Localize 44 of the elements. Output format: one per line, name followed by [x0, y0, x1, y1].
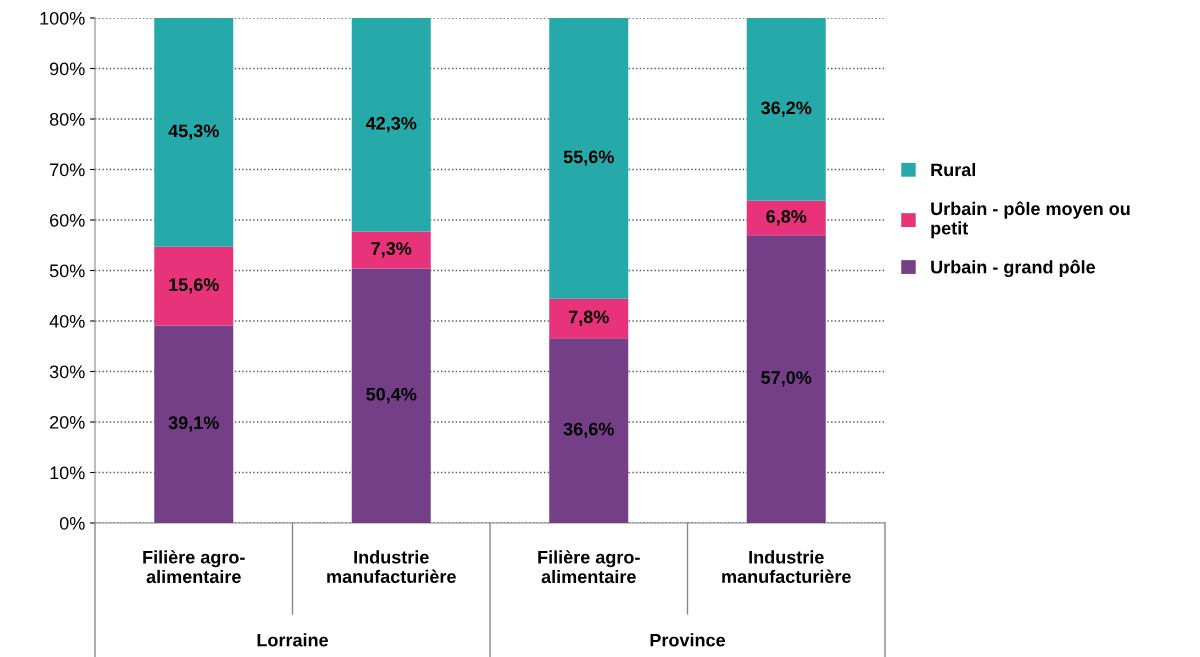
- text: Lorraine: [257, 633, 329, 647]
- y-tick-label: 0%: [59, 516, 85, 530]
- y-tick-label: 90%: [49, 62, 85, 76]
- x-tick-label: Filière agro- alimentaire: [143, 550, 245, 584]
- bar: [351, 18, 431, 232]
- data-label: 15,6%: [169, 278, 219, 294]
- bar: [154, 325, 234, 523]
- data-label: 50,4%: [366, 387, 417, 404]
- data-label: 36,2%: [761, 101, 812, 117]
- y-tick-label: 30%: [49, 365, 85, 379]
- x-tick-label: Filière agro- alimentaire: [538, 550, 640, 584]
- y-tick-label: 80%: [49, 112, 85, 126]
- data-label: 7,3%: [371, 242, 412, 258]
- bar: [154, 246, 234, 326]
- bar: [746, 200, 826, 236]
- legend-label: Rural: [931, 162, 976, 177]
- data-label: 39,1%: [168, 416, 219, 432]
- text: Province: [650, 633, 726, 647]
- y-tick-label: 10%: [50, 466, 85, 480]
- data-label: 45,3%: [168, 124, 219, 140]
- y-tick-label: 100%: [40, 11, 85, 25]
- bar: [154, 18, 234, 247]
- bar: [549, 338, 629, 523]
- y-tick-label: 70%: [50, 163, 85, 177]
- y-tick-label: 40%: [49, 314, 85, 328]
- legend-label: Urbain - pôle moyen ou petit: [931, 201, 1130, 239]
- y-tick-label: 20%: [50, 415, 85, 429]
- bar: [549, 298, 629, 339]
- data-label: 57,0%: [761, 371, 812, 387]
- bar: [549, 18, 629, 299]
- data-label: 36,6%: [563, 422, 614, 439]
- y-tick-label: 50%: [49, 264, 85, 278]
- bar: [746, 235, 826, 523]
- legend-label: Urbain - grand pôle: [931, 259, 1096, 278]
- bar: [746, 18, 826, 201]
- bar: [351, 231, 431, 269]
- x-tick-label: Industrie manufacturière: [327, 550, 456, 584]
- x-tick-label: Industrie manufacturière: [722, 550, 851, 584]
- y-tick-label: 60%: [50, 213, 85, 227]
- data-label: 6,8%: [766, 210, 807, 226]
- data-label: 42,3%: [365, 116, 417, 133]
- data-label: 7,8%: [568, 310, 609, 326]
- bar: [351, 268, 431, 523]
- data-label: 55,6%: [563, 150, 614, 166]
